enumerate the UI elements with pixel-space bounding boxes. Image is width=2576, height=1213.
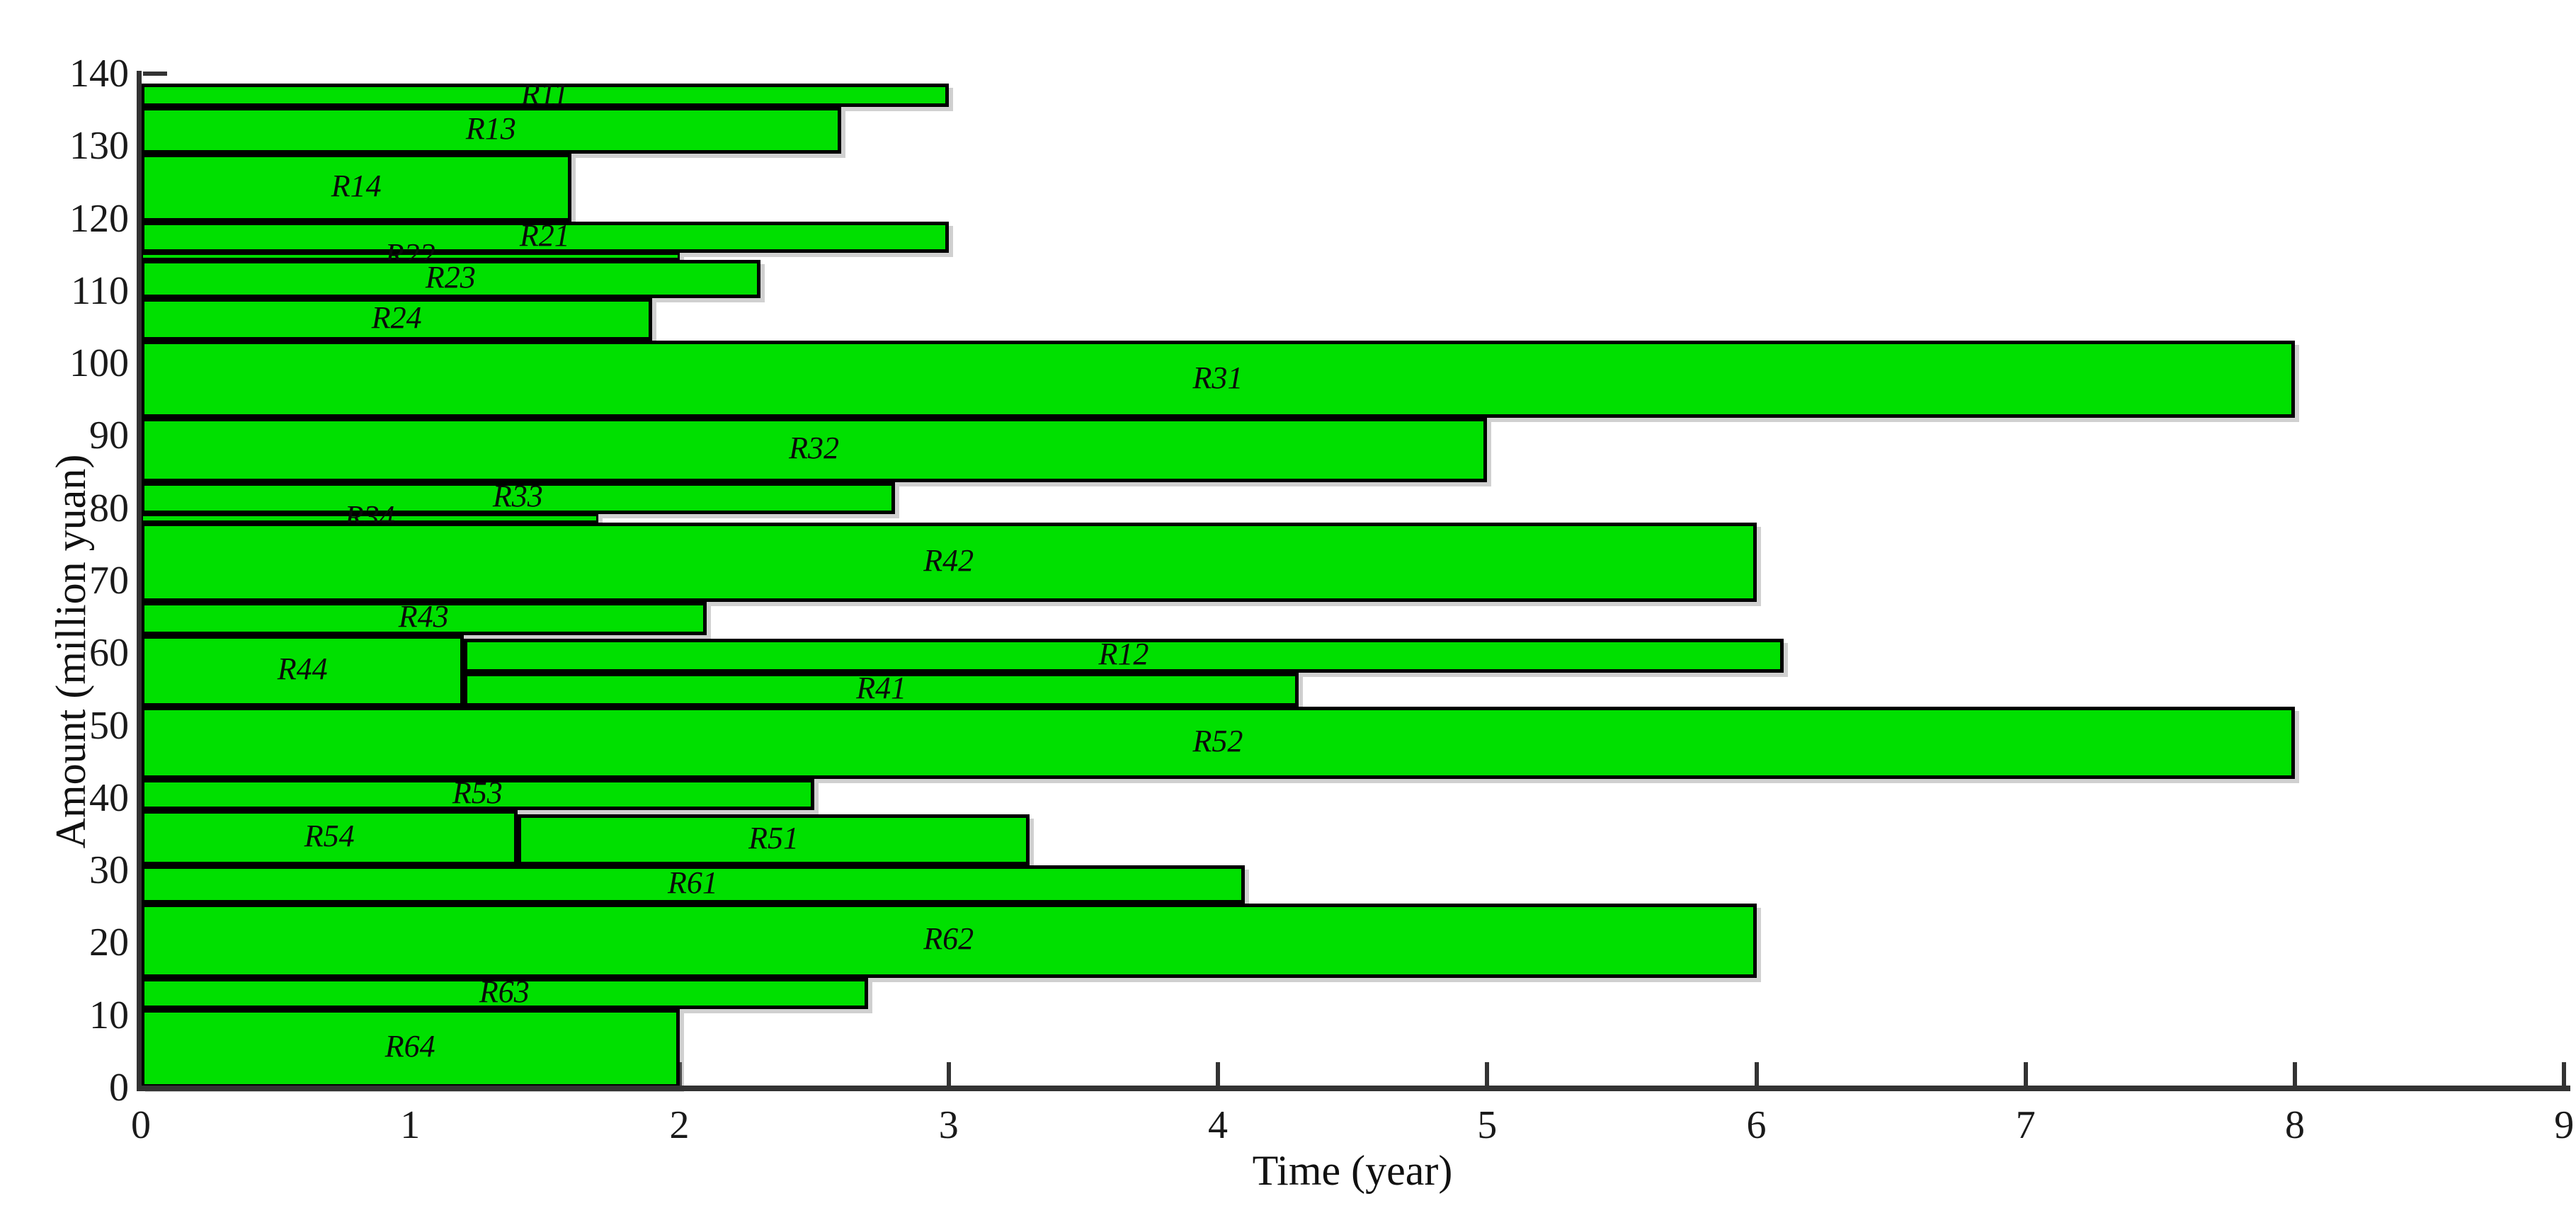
x-tick-mark [946,1062,951,1088]
bar-R14: R14 [141,154,572,222]
x-tick-label-8: 8 [2285,1103,2305,1147]
x-tick-label-3: 3 [938,1103,959,1147]
bar-label-R61: R61 [668,865,718,901]
y-tick-label-40: 40 [89,775,129,820]
x-axis-title: Time (year) [1252,1147,1453,1194]
bar-R64: R64 [141,1008,680,1088]
bar-R43: R43 [141,599,707,635]
bar-R23: R23 [141,259,760,299]
bar-R61: R61 [141,865,1246,904]
bar-R42: R42 [141,523,1757,602]
bar-label-R41: R41 [856,671,907,706]
y-tick-label-90: 90 [89,414,129,458]
bar-label-R21: R21 [519,217,570,253]
bar-label-R31: R31 [1192,360,1243,395]
x-tick-label-6: 6 [1746,1103,1767,1147]
bar-label-R11: R11 [520,76,569,111]
y-tick-label-140: 140 [69,51,129,96]
x-tick-mark [2562,1062,2567,1088]
bar-R24: R24 [141,298,653,341]
y-tick-label-80: 80 [89,486,129,530]
x-tick-label-1: 1 [400,1103,421,1147]
bar-label-R44: R44 [277,651,328,687]
bar-R63: R63 [141,974,868,1009]
bar-label-R13: R13 [465,111,516,147]
bar-label-R51: R51 [748,821,799,856]
y-tick-mark [143,71,167,76]
bar-R11: R11 [141,78,949,109]
bar-R53: R53 [141,775,814,811]
y-tick-label-70: 70 [89,558,129,603]
x-tick-mark [1754,1062,1759,1088]
x-tick-mark [677,1062,682,1088]
x-tick-mark [2293,1062,2297,1088]
bar-R22: R22 [141,239,680,270]
y-tick-label-30: 30 [89,848,129,893]
bar-label-R42: R42 [923,543,974,579]
bar-label-R62: R62 [923,921,974,957]
bar-R12: R12 [464,637,1784,673]
bar-label-R53: R53 [452,775,503,811]
bar-label-R14: R14 [331,169,382,204]
y-tick-label-130: 130 [69,124,129,169]
bar-label-R12: R12 [1098,637,1149,672]
bar-R52: R52 [141,706,2295,780]
bar-R54: R54 [141,810,518,865]
y-tick-label-100: 100 [69,341,129,386]
y-tick-label-10: 10 [89,993,129,1037]
x-tick-label-9: 9 [2554,1103,2575,1147]
x-tick-label-4: 4 [1208,1103,1228,1147]
x-tick-label-7: 7 [2015,1103,2036,1147]
bar-label-R23: R23 [425,260,476,295]
y-tick-label-50: 50 [89,703,129,748]
bar-R21: R21 [141,217,949,253]
bar-R41: R41 [464,673,1299,707]
y-tick-label-110: 110 [71,268,129,313]
x-tick-mark [2023,1062,2028,1088]
bar-label-R43: R43 [398,599,449,634]
y-tick-label-60: 60 [89,631,129,676]
x-tick-mark [1216,1062,1220,1088]
x-tick-label-5: 5 [1477,1103,1498,1147]
bar-R34: R34 [141,501,599,533]
x-tick-label-0: 0 [131,1103,151,1147]
bar-R44: R44 [141,634,465,707]
bar-label-R64: R64 [384,1029,435,1064]
bar-label-R24: R24 [371,300,422,336]
bar-R62: R62 [141,904,1757,978]
bar-R51: R51 [518,814,1030,865]
x-tick-label-2: 2 [669,1103,690,1147]
bar-R13: R13 [141,106,841,154]
x-tick-mark [1485,1062,1490,1088]
bar-label-R32: R32 [789,431,840,466]
x-axis-line [137,1086,2570,1091]
bar-label-R63: R63 [479,974,530,1009]
y-axis-title: Amount (million yuan) [47,454,94,849]
bar-label-R33: R33 [492,479,543,514]
bar-label-R54: R54 [304,819,355,854]
bar-R31: R31 [141,341,2295,418]
y-tick-label-0: 0 [109,1066,129,1110]
bar-R32: R32 [141,417,1488,482]
y-axis-line [137,70,142,1091]
y-tick-label-120: 120 [69,196,129,241]
y-tick-label-20: 20 [89,921,129,965]
bar-label-R52: R52 [1192,724,1243,759]
bar-R33: R33 [141,479,895,514]
